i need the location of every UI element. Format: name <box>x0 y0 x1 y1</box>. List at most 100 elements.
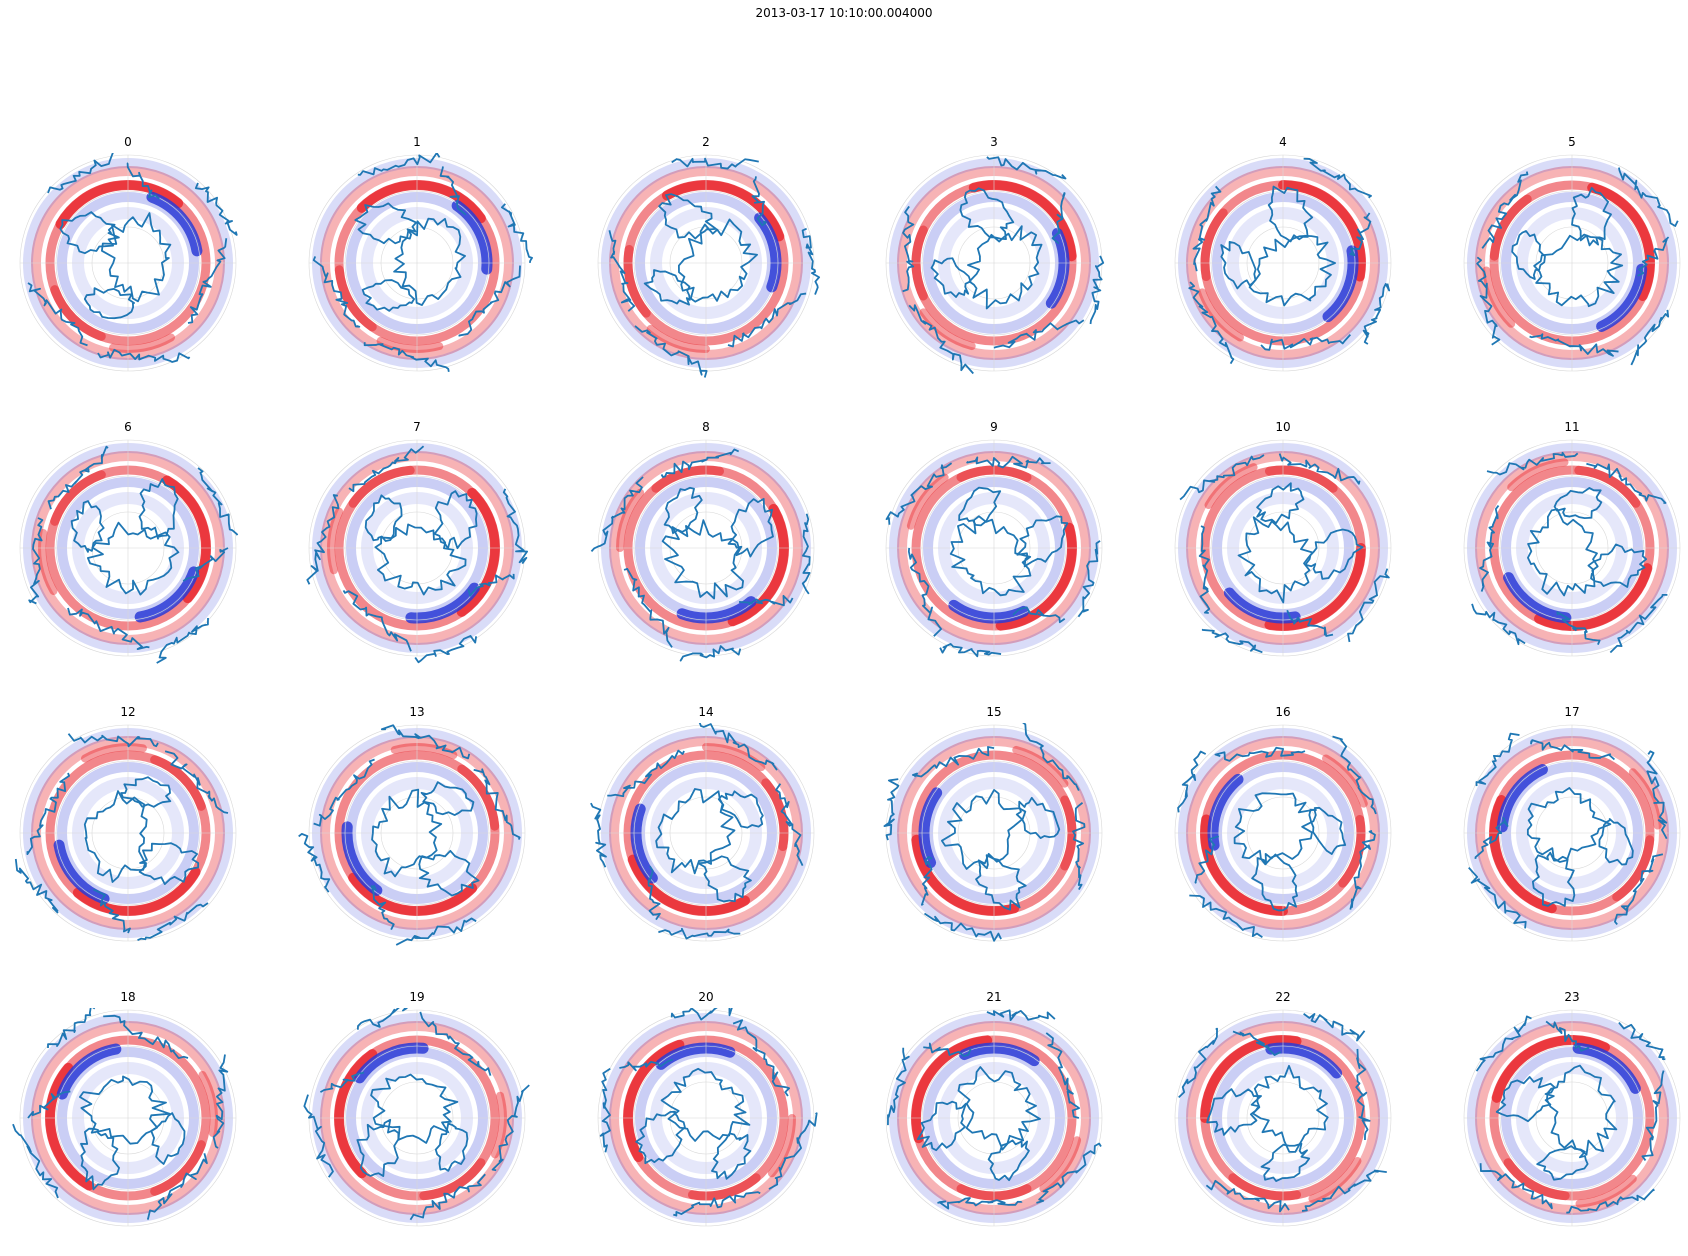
polar-panel: 8 <box>576 420 836 686</box>
coastline <box>1252 1064 1329 1153</box>
coastline <box>660 448 740 478</box>
heatmap-arc <box>1612 835 1655 902</box>
coastline <box>1479 505 1500 592</box>
coastline <box>1301 1169 1387 1212</box>
polar-gridlines <box>19 154 237 372</box>
heatmap-arc <box>1200 208 1228 282</box>
coastline <box>418 849 480 897</box>
coastline <box>187 238 228 324</box>
coastline <box>306 494 340 585</box>
coastline <box>655 788 736 875</box>
panel-title: 10 <box>1275 420 1291 434</box>
coastline <box>164 750 229 814</box>
coastline <box>1347 568 1390 643</box>
coastline <box>380 724 471 760</box>
coastline <box>1355 1048 1371 1140</box>
heatmap-arc <box>45 1062 94 1191</box>
coastline <box>1036 1142 1102 1204</box>
heatmap-arc <box>911 834 1020 916</box>
polar-map <box>19 439 239 664</box>
coastline <box>658 193 717 240</box>
panel-title: 17 <box>1564 705 1580 719</box>
coastline <box>1536 1145 1589 1181</box>
coastline <box>137 902 209 942</box>
polar-gridlines <box>597 154 815 372</box>
coastline <box>1486 451 1579 476</box>
coastline <box>500 203 533 264</box>
coastline <box>374 523 467 596</box>
heatmap-arc <box>1308 1157 1362 1203</box>
coastlines <box>885 455 1101 658</box>
coastline <box>126 162 160 200</box>
polar-gridlines <box>1463 439 1681 657</box>
coastlines <box>306 445 529 664</box>
coastline <box>420 781 475 816</box>
coastline <box>92 888 131 934</box>
coastlines <box>298 724 521 946</box>
coastline <box>370 884 395 930</box>
polar-map <box>298 724 526 946</box>
coastline <box>1527 508 1599 597</box>
heatmap-arc <box>50 470 106 526</box>
heatmap-arc <box>1265 1042 1343 1079</box>
heatmap-arc <box>1198 288 1244 342</box>
coastline <box>419 1011 492 1076</box>
polar-panel: 13 <box>287 705 547 971</box>
heatmap-arc <box>354 1042 429 1084</box>
heatmap-arc <box>1228 1173 1302 1201</box>
coastline <box>1012 606 1066 624</box>
coastline <box>677 218 758 303</box>
panel-title: 15 <box>986 705 1002 719</box>
coastline <box>1304 528 1364 580</box>
heatmap-arc <box>727 504 789 627</box>
polar-panel: 4 <box>1153 135 1413 401</box>
heatmap-arc <box>1489 795 1557 914</box>
coastline <box>775 783 804 867</box>
coastlines <box>590 723 804 940</box>
coastline <box>673 1191 761 1217</box>
coastline <box>1232 1030 1282 1056</box>
polar-gridlines <box>1463 1009 1681 1227</box>
coastline <box>590 476 644 552</box>
coastline <box>434 1122 469 1172</box>
polar-panel: 3 <box>864 135 1124 401</box>
heatmap-arc <box>38 529 58 595</box>
polar-gridlines <box>19 1009 237 1227</box>
heatmap-arc <box>348 465 415 508</box>
heatmap-arc <box>655 1042 736 1070</box>
polar-gridlines <box>885 154 1103 372</box>
heatmap-arc <box>627 854 750 916</box>
polar-panel: 20 <box>576 990 836 1256</box>
coastline <box>502 488 529 565</box>
coastline <box>1206 1088 1262 1136</box>
heatmap-arc <box>456 487 500 617</box>
coastline <box>363 342 450 373</box>
polar-panel: 18 <box>0 990 258 1256</box>
panel-title: 14 <box>698 705 714 719</box>
coastlines <box>27 153 238 363</box>
coastline <box>14 858 59 914</box>
heatmap-arc <box>334 265 377 332</box>
polar-panel: 23 <box>1442 990 1688 1256</box>
polar-map <box>1174 724 1392 942</box>
coastline <box>911 746 995 778</box>
polar-map <box>597 1008 818 1227</box>
panel-title: 20 <box>698 990 714 1004</box>
coastline <box>1051 191 1066 245</box>
heatmap-arc <box>376 336 444 353</box>
panel-title: 16 <box>1275 705 1291 719</box>
coastline <box>727 497 774 558</box>
coastline <box>1618 167 1679 227</box>
coastline <box>182 547 229 582</box>
coastline <box>949 515 1032 597</box>
polar-map <box>19 153 238 372</box>
panel-title: 13 <box>409 705 425 719</box>
panel-title: 2 <box>702 135 710 149</box>
coastline <box>80 1127 120 1191</box>
coastline <box>354 202 418 245</box>
coastline <box>986 1009 1056 1022</box>
coastlines <box>902 156 1105 375</box>
coastline <box>1531 851 1576 907</box>
polar-gridlines <box>19 439 237 657</box>
